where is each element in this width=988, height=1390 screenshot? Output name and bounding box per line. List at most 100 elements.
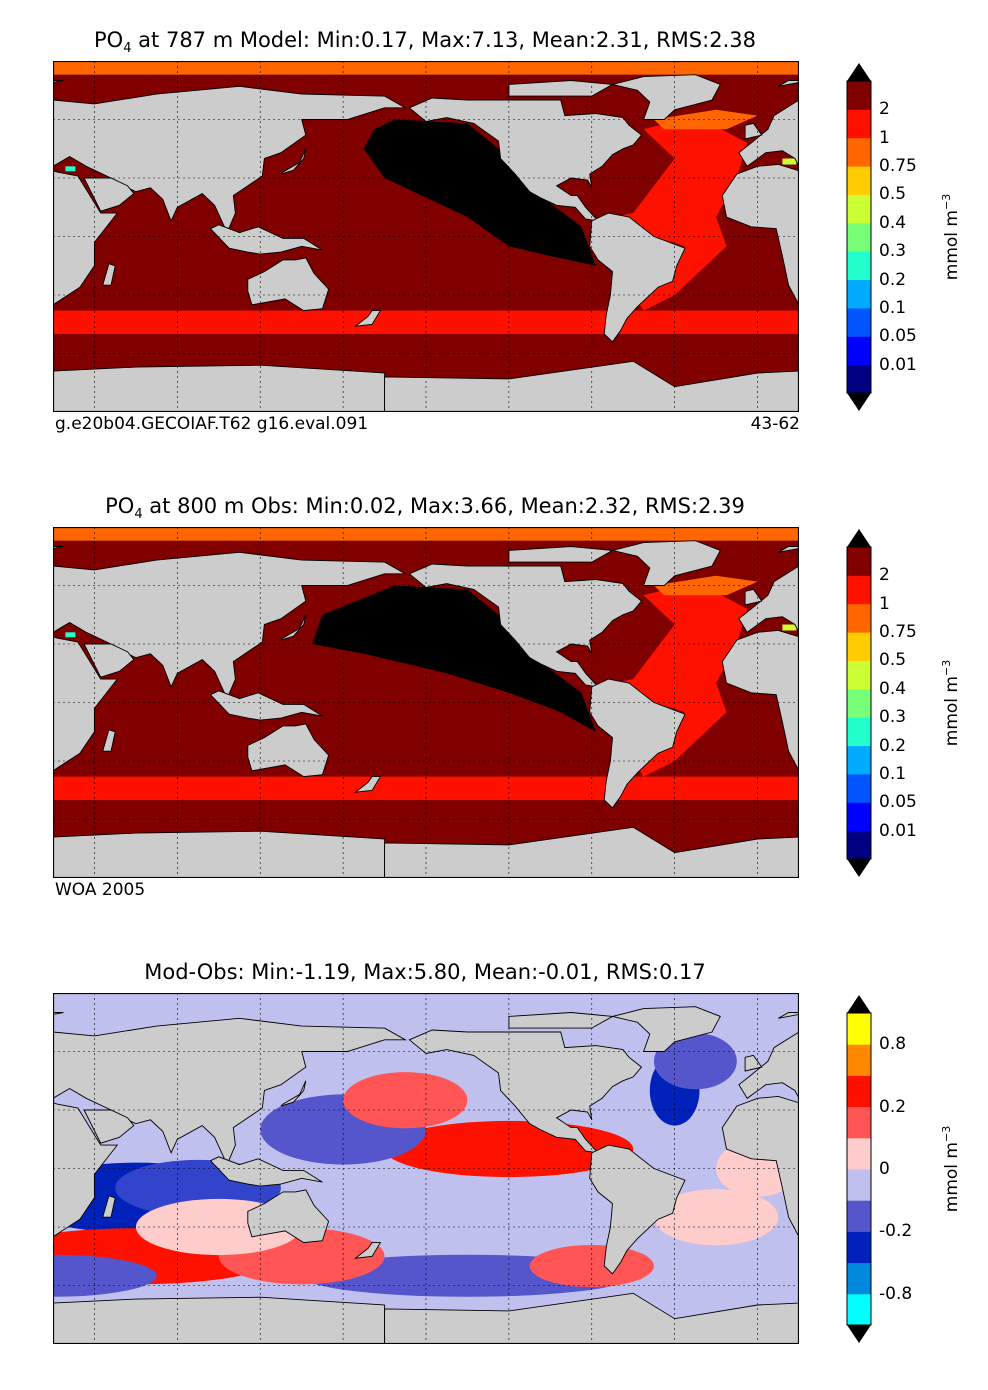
colorbar-tick-label: 2 (879, 565, 890, 586)
colorbar-segment (847, 222, 871, 252)
map-plot (53, 993, 799, 1344)
colorbar-tick-label: 0.3 (879, 241, 907, 262)
land-mass (612, 540, 721, 586)
land-mass (744, 588, 763, 606)
subtitle-left: g.e20b04.GECOIAF.T62 g16.eval.091 (55, 414, 369, 434)
land-mass (408, 1029, 643, 1154)
colorbar-extend-min (847, 1325, 871, 1343)
panel-model: PO4 at 787 m Model: Min:0.17, Max:7.13, … (0, 0, 988, 458)
land-mass (53, 546, 64, 549)
colorbar-segment (847, 688, 871, 718)
land-mass (353, 1242, 382, 1259)
land-mass (53, 1012, 64, 1015)
colorbar-extend-max (847, 995, 871, 1013)
land-mass (721, 163, 799, 306)
field-north-atlantic (653, 575, 758, 596)
colorbar-tick-label: 0.75 (879, 156, 917, 177)
map-frame (53, 993, 799, 1344)
colorbar-tick-label: 0.75 (879, 622, 917, 643)
land-mass (280, 614, 307, 641)
colorbar-segment (847, 830, 871, 860)
subtitle-left: WOA 2005 (55, 880, 146, 900)
land-mass (744, 1054, 763, 1072)
land-mass (738, 1031, 799, 1099)
colorbar-segment (847, 1013, 871, 1045)
land-mass (53, 170, 119, 306)
field-anomaly (653, 1033, 737, 1090)
land-mass (83, 177, 135, 212)
colorbar-segment (847, 251, 871, 281)
land-mass (353, 310, 382, 327)
panel-title: PO4 at 800 m Obs: Min:0.02, Max:3.66, Me… (105, 494, 745, 523)
colorbar-segment (847, 1044, 871, 1076)
field-med-east (65, 166, 76, 172)
colorbar-segment (847, 1137, 871, 1170)
land-mass (738, 565, 799, 633)
map-frame (53, 61, 799, 412)
field-anomaly (343, 1072, 468, 1129)
colorbar-tick-label: 1 (879, 593, 890, 614)
colorbar-tick-label: -0.8 (879, 1283, 913, 1304)
field-med-east (65, 632, 76, 638)
land-mass (408, 97, 643, 222)
land-mass (83, 1109, 135, 1144)
land-mass (53, 364, 386, 412)
colorbar-tick-label: 0.01 (879, 820, 917, 841)
colorbar-segment (847, 1231, 871, 1264)
land-mass (280, 148, 307, 175)
land-mass (209, 224, 323, 255)
colorbar-tick-label: 0 (879, 1159, 890, 1179)
colorbar-tick-label: 0.05 (879, 792, 917, 813)
colorbar-segment (847, 1200, 871, 1232)
colorbar-frame (846, 80, 872, 394)
land-mass (53, 830, 386, 878)
land-mass (721, 629, 799, 772)
colorbar-extend-min (847, 393, 871, 411)
land-mass (408, 563, 643, 688)
land-mass (744, 122, 763, 140)
colorbar-segment (847, 547, 871, 576)
colorbar-segment (847, 307, 871, 337)
colorbar-tick-label: 0.1 (879, 763, 907, 784)
land-mass (721, 1095, 799, 1238)
colorbar-tick-label: 0.2 (879, 1096, 907, 1117)
land-mass (53, 1102, 119, 1238)
colorbar-segment (847, 279, 871, 309)
land-mass (102, 729, 116, 752)
colorbar-tick-label: 0.5 (879, 184, 907, 205)
land-mass (53, 551, 408, 700)
colorbar-segment (847, 194, 871, 224)
colorbar-segment (847, 773, 871, 803)
colorbar-segment (847, 1169, 871, 1201)
field-atlantic (591, 581, 748, 777)
land-mass (53, 1296, 386, 1344)
colorbar-segment (847, 603, 871, 633)
land-mass (778, 1012, 799, 1019)
panel-title: Mod-Obs: Min:-1.19, Max:5.80, Mean:-0.01… (144, 960, 706, 984)
land-mass (247, 257, 330, 312)
map-plot (53, 527, 799, 878)
colorbar-segment (847, 717, 871, 747)
land-mass (209, 690, 323, 721)
land-mass (353, 776, 382, 793)
colorbar: 2 1 0.75 0.5 0.4 0.3 0.2 0.1 0.05 0.01 mmol m−3 (843, 527, 988, 879)
panel-diff: Mod-Obs: Min:-1.19, Max:5.80, Mean:-0.01… (0, 932, 988, 1390)
colorbar-segment (847, 109, 871, 139)
land-mass (102, 1195, 116, 1218)
colorbar-segment (847, 1075, 871, 1108)
field-north-atlantic (653, 109, 758, 130)
colorbar: 2 1 0.75 0.5 0.4 0.3 0.2 0.1 0.05 0.01 mmol m−3 (843, 61, 988, 413)
colorbar-tick-label: 0.2 (879, 269, 907, 290)
colorbar-segment (847, 745, 871, 775)
colorbar-segment (847, 81, 871, 110)
colorbar-segment (847, 1293, 871, 1326)
colorbar-segment (847, 802, 871, 832)
panel-obs: PO4 at 800 m Obs: Min:0.02, Max:3.66, Me… (0, 466, 988, 924)
field-med (782, 158, 797, 165)
colorbar-segment (847, 137, 871, 167)
field-anomaly (529, 1244, 654, 1288)
colorbar-tick-label: 0.4 (879, 678, 907, 699)
field-pacific-low (312, 585, 596, 732)
land-mass (102, 263, 116, 286)
subtitle-right: 43-62 (750, 414, 800, 434)
